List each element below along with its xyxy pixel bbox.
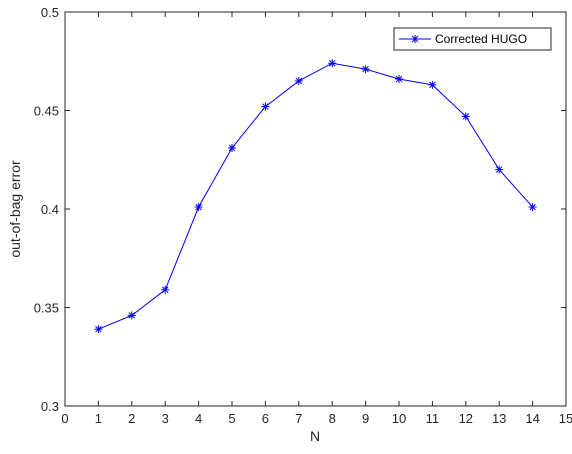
data-point bbox=[328, 59, 337, 68]
marker-stroke bbox=[195, 203, 202, 211]
plot-area bbox=[64, 11, 567, 407]
data-point bbox=[294, 76, 303, 85]
series-line bbox=[98, 62, 533, 330]
y-axis-ticks: 0.3 0.35 0.4 0.45 0.5 bbox=[34, 5, 566, 414]
marker-stroke bbox=[362, 65, 369, 73]
x-tick-label: 8 bbox=[329, 411, 336, 426]
marker-stroke bbox=[95, 325, 102, 333]
x-tick-label: 14 bbox=[525, 411, 539, 426]
data-point bbox=[194, 203, 203, 212]
legend-label: Corrected HUGO bbox=[435, 32, 527, 46]
x-tick-label: 11 bbox=[426, 411, 440, 426]
x-axis-label: N bbox=[310, 428, 320, 444]
marker-stroke bbox=[395, 75, 403, 83]
data-point bbox=[495, 165, 504, 174]
x-tick-label: 5 bbox=[228, 411, 235, 426]
data-point bbox=[428, 80, 437, 89]
legend: Corrected HUGO bbox=[393, 27, 552, 51]
x-tick-label: 2 bbox=[128, 411, 135, 426]
x-tick-label: 7 bbox=[295, 411, 302, 426]
data-point bbox=[127, 311, 136, 320]
y-tick-label: 0.45 bbox=[34, 104, 59, 119]
legend-marker bbox=[411, 35, 419, 43]
x-tick-label: 15 bbox=[559, 411, 572, 426]
marker-stroke bbox=[295, 77, 303, 85]
y-tick-label: 0.4 bbox=[41, 202, 59, 217]
y-tick-label: 0.5 bbox=[41, 5, 59, 20]
x-tick-label: 1 bbox=[95, 411, 102, 426]
legend-marker-star bbox=[411, 35, 419, 43]
data-point bbox=[228, 143, 236, 152]
x-tick-label: 12 bbox=[459, 411, 473, 426]
data-point bbox=[461, 112, 470, 121]
marker-stroke bbox=[328, 59, 336, 67]
marker-stroke bbox=[411, 35, 419, 43]
marker-stroke bbox=[529, 203, 536, 211]
x-tick-label: 9 bbox=[362, 411, 369, 426]
series-layer bbox=[94, 59, 537, 334]
data-point bbox=[261, 102, 270, 111]
marker-stroke bbox=[262, 103, 269, 110]
marker-stroke bbox=[161, 286, 169, 294]
x-tick-label: 3 bbox=[162, 411, 169, 426]
data-point bbox=[161, 285, 170, 294]
y-tick-label: 0.3 bbox=[41, 399, 59, 414]
data-point bbox=[361, 65, 370, 74]
y-tick-label: 0.35 bbox=[34, 301, 59, 316]
x-tick-label: 6 bbox=[262, 411, 269, 426]
x-tick-label: 13 bbox=[492, 411, 506, 426]
marker-stroke bbox=[462, 113, 470, 120]
x-tick-label: 0 bbox=[61, 411, 68, 426]
marker-stroke bbox=[429, 81, 436, 89]
x-tick-label: 10 bbox=[392, 411, 406, 426]
marker-stroke bbox=[495, 166, 503, 173]
y-axis-label: out-of-bag error bbox=[7, 160, 23, 258]
x-axis-ticks: 0 1 2 3 4 5 6 7 8 9 10 11 12 13 14 15 bbox=[61, 12, 572, 426]
data-point bbox=[94, 325, 103, 334]
data-point bbox=[395, 74, 403, 83]
marker-stroke bbox=[128, 312, 136, 319]
marker-stroke bbox=[228, 144, 236, 152]
legend-box bbox=[393, 27, 552, 51]
x-tick-label: 4 bbox=[195, 411, 202, 426]
data-point bbox=[528, 203, 537, 212]
